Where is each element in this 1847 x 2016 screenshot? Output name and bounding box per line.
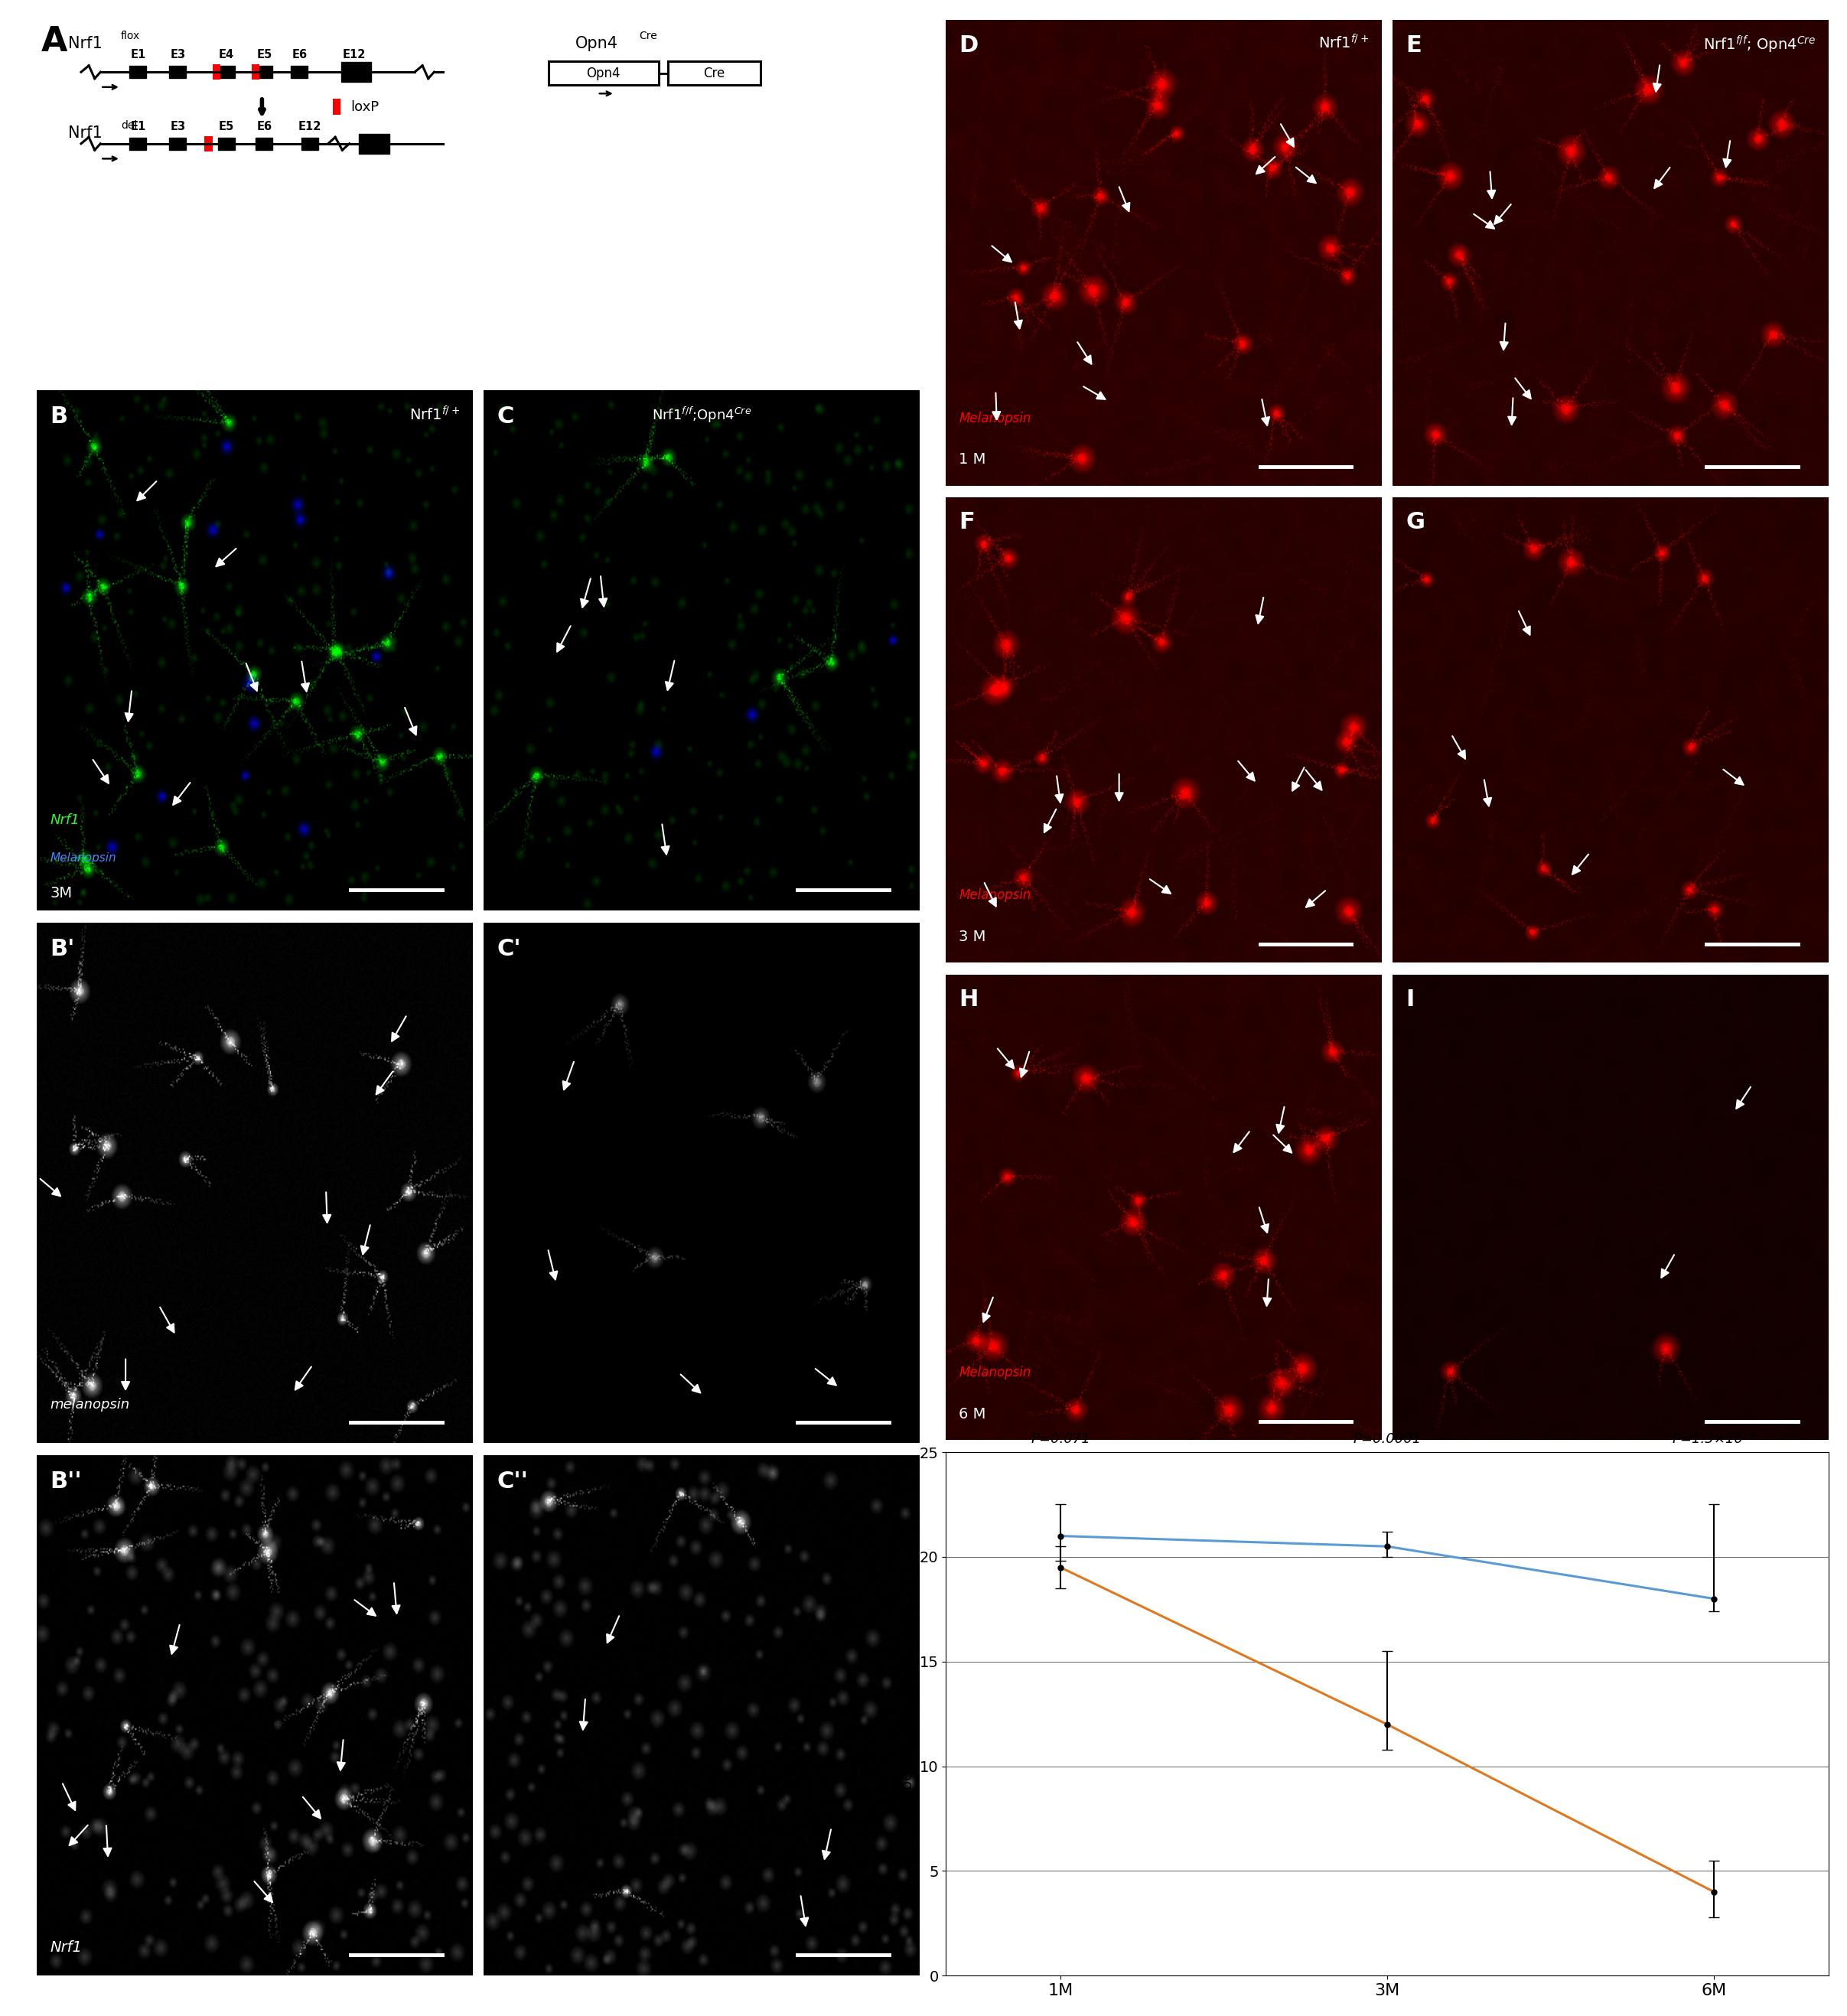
Text: Nrf1$^{f/f}$;Opn4$^{Cre}$: Nrf1$^{f/f}$;Opn4$^{Cre}$ — [652, 405, 752, 425]
Text: Cre: Cre — [704, 67, 724, 81]
Text: D: D — [959, 34, 979, 56]
Text: Melanopsin: Melanopsin — [959, 889, 1031, 903]
Text: 3 M: 3 M — [959, 929, 986, 943]
Text: C: C — [497, 405, 513, 427]
Text: 3M: 3M — [50, 885, 72, 901]
Text: E5: E5 — [257, 48, 272, 60]
Text: Cre: Cre — [639, 30, 658, 42]
Text: E6: E6 — [257, 121, 272, 133]
Text: E3: E3 — [170, 48, 185, 60]
Bar — [129, 67, 146, 79]
Bar — [301, 137, 318, 149]
Text: flox: flox — [120, 30, 140, 42]
Text: F: F — [959, 512, 975, 534]
Text: E6: E6 — [292, 48, 307, 60]
Text: A: A — [41, 26, 68, 58]
Bar — [549, 60, 659, 85]
Text: E12: E12 — [299, 121, 321, 133]
Text: Nrf1$^{f/+}$: Nrf1$^{f/+}$ — [408, 405, 460, 423]
Bar — [218, 67, 235, 79]
Text: Melanopsin: Melanopsin — [959, 411, 1031, 425]
Bar — [170, 137, 187, 149]
Text: B'': B'' — [50, 1472, 81, 1494]
Text: B': B' — [50, 937, 74, 960]
Text: P=0.071: P=0.071 — [1031, 1431, 1090, 1445]
Bar — [218, 137, 235, 149]
Text: P=1.3×10⁻⁸: P=1.3×10⁻⁸ — [1672, 1431, 1756, 1445]
Bar — [345, 67, 362, 79]
Text: Nrf1: Nrf1 — [50, 814, 79, 827]
Text: Melanopsin: Melanopsin — [50, 853, 116, 863]
Bar — [292, 67, 308, 79]
Text: Nrf1: Nrf1 — [68, 36, 102, 52]
Text: Nrf1$^{f/+}$: Nrf1$^{f/+}$ — [1319, 34, 1369, 52]
Text: E: E — [1406, 34, 1422, 56]
Bar — [212, 65, 220, 79]
Text: C'': C'' — [497, 1472, 528, 1494]
Text: P=0.0001: P=0.0001 — [1354, 1431, 1422, 1445]
Text: C': C' — [497, 937, 521, 960]
Text: E1: E1 — [131, 121, 146, 133]
Text: E3: E3 — [170, 121, 185, 133]
Text: G: G — [1406, 512, 1424, 534]
Text: melanopsin: melanopsin — [50, 1399, 129, 1411]
Text: loxP: loxP — [351, 101, 379, 115]
Bar — [342, 62, 371, 83]
Text: del: del — [120, 121, 137, 131]
Bar — [257, 137, 273, 149]
Text: Nrf1: Nrf1 — [50, 1939, 81, 1956]
Bar — [205, 137, 212, 151]
Text: E4: E4 — [218, 48, 235, 60]
Bar — [669, 60, 761, 85]
Text: 1 M: 1 M — [959, 452, 986, 468]
Bar — [358, 133, 390, 153]
Bar — [129, 137, 146, 149]
Text: E12: E12 — [342, 48, 366, 60]
Text: Nrf1: Nrf1 — [68, 125, 102, 141]
Text: B: B — [50, 405, 68, 427]
Bar — [257, 67, 273, 79]
Y-axis label: Number of melanopsin+ cells: Number of melanopsin+ cells — [901, 1603, 916, 1824]
Text: E5: E5 — [218, 121, 235, 133]
Bar — [332, 99, 340, 115]
Text: J: J — [901, 1421, 911, 1443]
Text: E1: E1 — [131, 48, 146, 60]
Text: 6 M: 6 M — [959, 1407, 986, 1421]
Text: H: H — [959, 988, 979, 1010]
Bar — [170, 67, 187, 79]
Text: I: I — [1406, 988, 1415, 1010]
Text: Opn4: Opn4 — [587, 67, 621, 81]
Text: Opn4: Opn4 — [574, 36, 619, 52]
Text: Nrf1$^{f/f}$; Opn4$^{Cre}$: Nrf1$^{f/f}$; Opn4$^{Cre}$ — [1703, 34, 1816, 54]
Text: Melanopsin: Melanopsin — [959, 1367, 1031, 1379]
Bar — [251, 65, 259, 79]
